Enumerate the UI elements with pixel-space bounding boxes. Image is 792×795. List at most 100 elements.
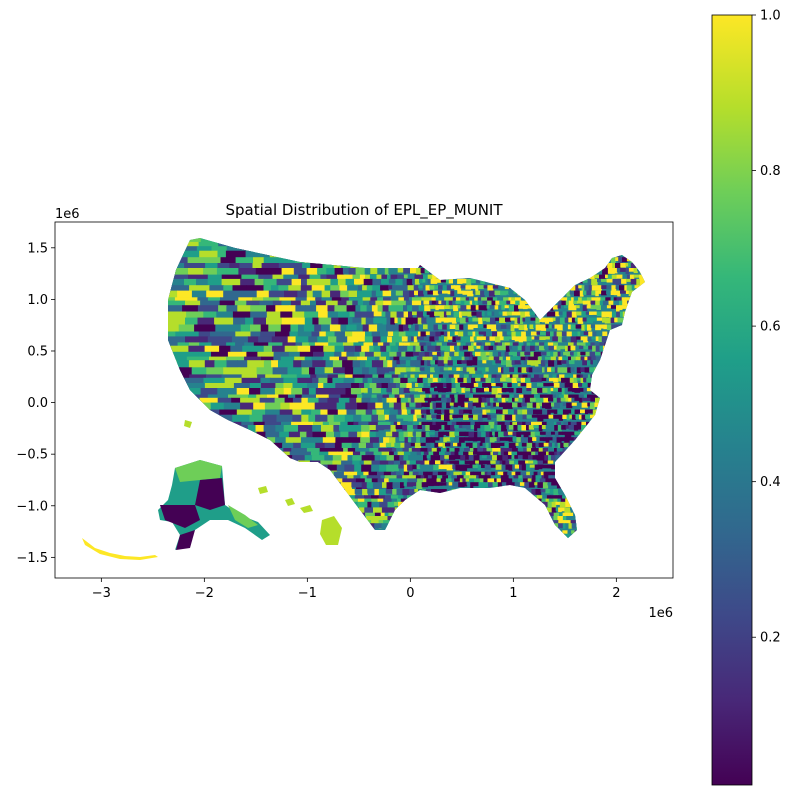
county-cell [500,377,507,382]
county-cell [500,290,507,296]
county-cell [509,421,513,427]
county-cell [509,394,515,400]
county-cell [514,305,519,312]
county-cell [520,460,526,467]
county-cell [485,383,489,387]
county-cell [332,360,343,368]
county-cell [535,317,540,324]
county-cell [450,331,456,337]
county-cell [478,331,485,335]
county-cell [554,402,561,409]
county-cell [596,331,603,337]
county-cell [586,317,593,324]
county-cell [503,431,509,437]
county-cell [625,268,630,275]
county-cell [318,317,332,327]
county-cell [577,360,583,365]
county-cell [545,394,551,400]
county-cell [401,317,407,326]
county-cell [398,331,403,337]
county-cell [439,311,445,318]
county-cell [461,311,468,316]
county-cell [496,374,502,381]
county-cell [485,442,490,449]
county-cell [391,388,400,395]
county-cell [289,331,299,341]
county-cell [541,377,547,381]
county-cell [541,324,547,331]
county-cell [436,342,443,348]
county-cell [548,455,552,461]
county-cell [511,311,518,316]
county-cell [429,388,435,392]
county-cell [491,374,497,381]
county-cell [494,431,499,437]
county-cell [400,482,405,489]
county-cell [311,356,324,363]
county-cell [349,437,361,443]
county-cell [425,394,430,398]
county-cell [494,437,498,442]
county-cell [382,317,388,325]
county-cell [394,324,400,331]
county-cell [375,402,384,409]
county-cell [486,448,493,452]
county-cell [573,512,577,518]
county-cell [584,409,588,415]
county-cell [569,374,574,381]
county-cell [547,342,554,347]
county-cell [518,475,524,480]
county-cell [393,451,399,458]
county-cell [544,455,549,462]
county-cell [587,374,591,380]
y-tick-label: −1.0 [16,499,48,514]
county-cell [579,414,583,420]
county-cell [567,345,572,351]
colorbar [711,14,753,786]
county-cell [413,414,418,422]
county-cell [342,360,354,373]
county-cell [488,356,495,361]
county-cell [552,442,556,449]
county-cell [271,360,279,374]
county-cell [354,278,365,285]
county-cell [557,336,563,343]
county-cell [513,388,517,394]
county-cell [449,345,455,352]
county-cell [512,402,519,408]
county-cell [369,383,377,391]
county-cell [362,285,368,291]
county-cell [321,290,331,303]
county-cell [477,471,482,478]
county-cell [473,451,478,455]
county-cell [406,383,413,391]
county-cell [411,437,417,443]
county-cell [346,351,355,362]
county-cell [399,360,407,364]
county-cell [386,448,393,455]
county-cell [372,442,381,448]
county-cell [566,311,573,318]
county-cell [508,290,515,294]
county-cell [532,402,537,408]
county-cell [457,345,460,353]
county-cell [312,317,320,325]
county-cell [421,431,427,439]
county-cell [456,367,461,371]
county-cell [503,367,510,374]
county-cell [398,300,407,307]
county-cell [312,425,322,433]
county-cell [558,300,562,307]
county-cell [567,388,573,392]
county-cell [453,442,458,447]
county-cell [581,297,588,301]
county-cell [298,425,313,435]
county-cell [589,351,596,358]
county-cell [608,300,614,305]
county-cell [622,257,628,263]
county-cell [394,501,399,506]
county-cell [544,367,548,373]
county-cell [454,455,461,460]
county-cell [540,351,548,356]
county-cell [361,431,371,442]
